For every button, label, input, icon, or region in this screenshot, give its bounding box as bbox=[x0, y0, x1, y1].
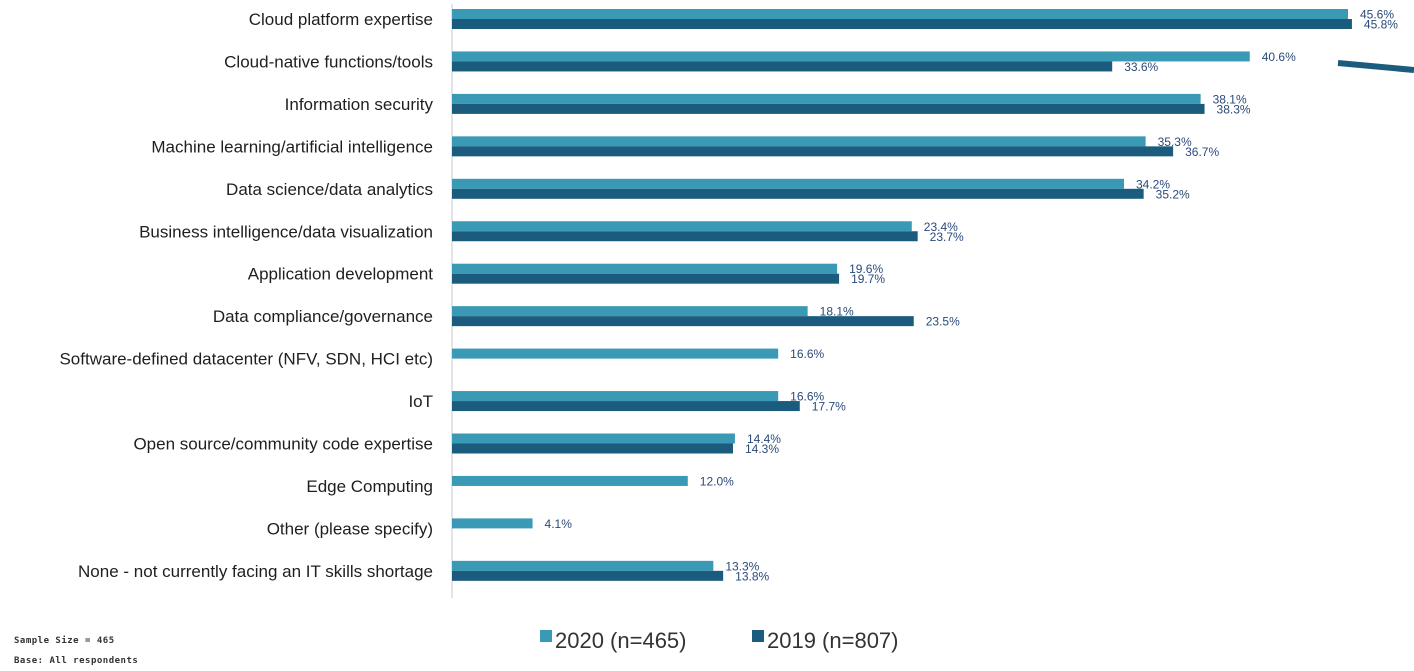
value-label-2020-other-please-specify: 4.1% bbox=[545, 517, 573, 531]
legend-label-2020: 2020 (n=465) bbox=[555, 628, 687, 653]
value-label-2019-cloud-platform-expertise: 45.8% bbox=[1364, 18, 1398, 32]
bar-2020-open-source-community-code-expertise bbox=[452, 433, 735, 444]
value-label-2020-machine-learning-artificial-intelligence: 35.3% bbox=[1158, 135, 1192, 149]
value-label-2020-business-intelligence-data-visualization: 23.4% bbox=[924, 220, 958, 234]
category-label-other-please-specify: Other (please specify) bbox=[267, 519, 433, 538]
bar-2019-data-science-data-analytics bbox=[452, 188, 1144, 199]
value-label-2019-data-science-data-analytics: 35.2% bbox=[1156, 187, 1190, 201]
value-label-2020-application-development: 19.6% bbox=[849, 262, 883, 276]
bar-2019-business-intelligence-data-visualization bbox=[452, 231, 918, 242]
decorative-accent-stroke bbox=[1337, 60, 1414, 73]
bar-2020-cloud-native-functions-tools bbox=[452, 51, 1250, 62]
value-label-2020-data-science-data-analytics: 34.2% bbox=[1136, 177, 1170, 191]
value-label-2019-application-development: 19.7% bbox=[851, 272, 885, 286]
category-label-data-science-data-analytics: Data science/data analytics bbox=[226, 180, 433, 199]
value-label-2020-cloud-platform-expertise: 45.6% bbox=[1360, 8, 1394, 22]
category-label-iot: IoT bbox=[408, 392, 433, 411]
category-label-software-defined-datacenter-nfv-sdn-hci-etc: Software-defined datacenter (NFV, SDN, H… bbox=[59, 350, 433, 369]
bar-2019-data-compliance-governance bbox=[452, 316, 914, 327]
category-label-open-source-community-code-expertise: Open source/community code expertise bbox=[133, 435, 433, 454]
category-label-business-intelligence-data-visualization: Business intelligence/data visualization bbox=[139, 222, 433, 241]
bar-2019-cloud-platform-expertise bbox=[452, 19, 1352, 29]
category-labels: Cloud platform expertise Cloud-native fun… bbox=[59, 10, 433, 581]
value-label-2020-open-source-community-code-expertise: 14.4% bbox=[747, 432, 781, 446]
value-label-2019-data-compliance-governance: 23.5% bbox=[926, 315, 960, 329]
legend-label-2019: 2019 (n=807) bbox=[767, 628, 899, 653]
sample-size-note: Sample Size = 465 bbox=[14, 636, 115, 646]
value-label-2019-machine-learning-artificial-intelligence: 36.7% bbox=[1185, 145, 1219, 159]
bar-2020-edge-computing bbox=[452, 475, 688, 486]
bar-2019-open-source-community-code-expertise bbox=[452, 443, 733, 454]
bar-2019-iot bbox=[452, 401, 800, 412]
legend: 2020 (n=465) 2019 (n=807) bbox=[540, 628, 899, 653]
value-label-2019-open-source-community-code-expertise: 14.3% bbox=[745, 442, 779, 456]
bar-2020-software-defined-datacenter-nfv-sdn-hci-etc bbox=[452, 348, 779, 359]
category-label-edge-computing: Edge Computing bbox=[306, 477, 433, 496]
bar-2019-cloud-native-functions-tools bbox=[452, 61, 1113, 72]
legend-swatch-2020 bbox=[540, 630, 552, 642]
bar-2019-machine-learning-artificial-intelligence bbox=[452, 146, 1174, 157]
bar-2020-cloud-platform-expertise bbox=[452, 9, 1348, 19]
value-label-2019-none-not-currently-facing-an-it-skills-shortage: 13.8% bbox=[735, 569, 769, 583]
bar-2019-none-not-currently-facing-an-it-skills-shortage bbox=[452, 570, 724, 581]
value-label-2019-iot: 17.7% bbox=[812, 400, 846, 414]
bar-marks bbox=[452, 9, 1352, 581]
legend-swatch-2019 bbox=[752, 630, 764, 642]
bar-2020-business-intelligence-data-visualization bbox=[452, 221, 912, 232]
value-label-2020-iot: 16.6% bbox=[790, 390, 824, 404]
category-label-information-security: Information security bbox=[285, 95, 434, 114]
value-label-2019-information-security: 38.3% bbox=[1217, 102, 1251, 116]
category-label-machine-learning-artificial-intelligence: Machine learning/artificial intelligence bbox=[151, 137, 433, 156]
value-label-2019-business-intelligence-data-visualization: 23.7% bbox=[930, 230, 964, 244]
bar-2020-data-compliance-governance bbox=[452, 306, 808, 317]
value-label-2020-none-not-currently-facing-an-it-skills-shortage: 13.3% bbox=[725, 559, 759, 573]
bar-2020-machine-learning-artificial-intelligence bbox=[452, 136, 1146, 147]
bar-2020-iot bbox=[452, 391, 779, 402]
value-label-2020-edge-computing: 12.0% bbox=[700, 474, 734, 488]
category-label-application-development: Application development bbox=[248, 265, 434, 284]
value-label-2020-software-defined-datacenter-nfv-sdn-hci-etc: 16.6% bbox=[790, 347, 824, 361]
bar-2019-application-development bbox=[452, 273, 840, 284]
value-label-2020-cloud-native-functions-tools: 40.6% bbox=[1262, 50, 1296, 64]
bar-2020-information-security bbox=[452, 93, 1201, 104]
value-label-2020-data-compliance-governance: 18.1% bbox=[820, 305, 854, 319]
base-note: Base: All respondents bbox=[14, 656, 139, 666]
bar-2020-application-development bbox=[452, 263, 838, 274]
category-label-cloud-platform-expertise: Cloud platform expertise bbox=[249, 10, 433, 29]
category-label-none-not-currently-facing-an-it-skills-shortage: None - not currently facing an IT skills… bbox=[78, 562, 433, 581]
bar-2020-other-please-specify bbox=[452, 518, 533, 529]
value-label-2020-information-security: 38.1% bbox=[1213, 92, 1247, 106]
bar-2019-information-security bbox=[452, 103, 1205, 114]
bar-2020-data-science-data-analytics bbox=[452, 178, 1124, 189]
bar-2020-none-not-currently-facing-an-it-skills-shortage bbox=[452, 560, 714, 571]
value-label-2019-cloud-native-functions-tools: 33.6% bbox=[1124, 60, 1158, 74]
category-label-data-compliance-governance: Data compliance/governance bbox=[213, 307, 433, 326]
category-label-cloud-native-functions-tools: Cloud-native functions/tools bbox=[224, 52, 433, 71]
value-labels: 45.6%45.8% 40.6% 33.6% 38.1%38.3% 35.3%36.7%… bbox=[545, 8, 1399, 584]
